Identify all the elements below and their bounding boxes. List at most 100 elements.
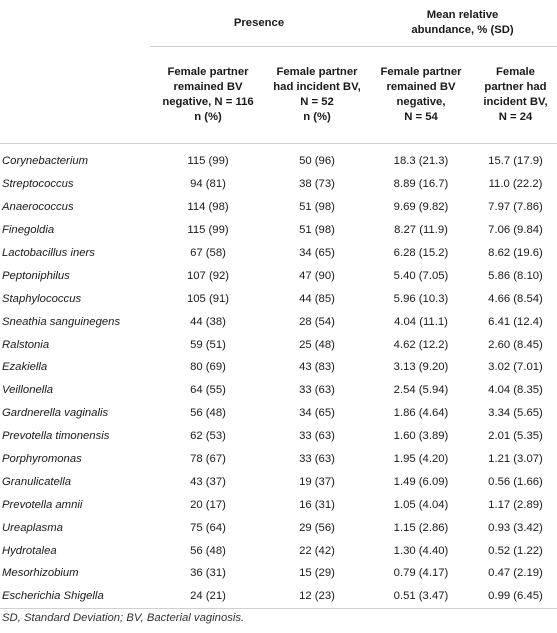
- table-row: Anaerococcus 114 (98) 51 (98) 9.69 (9.82) 7.…: [0, 196, 557, 219]
- taxon-cell: Anaerococcus: [2, 201, 74, 214]
- header-text: negative,: [396, 96, 446, 108]
- abundance-bv-cell: 2.60 (8.45): [488, 338, 543, 351]
- abundance-bv-cell: 1.21 (3.07): [488, 453, 543, 466]
- abundance-neg-cell: 1.15 (2.86): [393, 521, 449, 534]
- header-text: had incident BV,: [273, 81, 361, 93]
- table-row: Granulicatella 43 (37) 19 (37) 1.49 (6.09) 0…: [0, 470, 557, 493]
- table-row: Peptoniphilus 107 (92) 47 (90) 5.40 (7.05) 5…: [0, 264, 557, 287]
- abundance-neg-cell: 8.27 (11.9): [394, 224, 448, 237]
- presence-bv-cell: 47 (90): [299, 269, 335, 282]
- table-row: Streptococcus 94 (81) 38 (73) 8.89 (16.7) 11…: [0, 173, 557, 196]
- table-row: Prevotella timonensis 62 (53) 33 (63) 1.60 …: [0, 425, 557, 448]
- abundance-bv-cell: 0.52 (1.22): [488, 544, 543, 557]
- header-text: Female partner: [276, 66, 358, 78]
- presence-bv-cell: 34 (65): [299, 407, 335, 420]
- table-row: Gardnerella vaginalis 56 (48) 34 (65) 1.86 …: [0, 402, 557, 425]
- table-row: Staphylococcus 105 (91) 44 (85) 5.96 (10.3)…: [0, 287, 557, 310]
- header-row-groups: Presence Mean relative abundance, % (SD): [0, 0, 557, 47]
- presence-neg-cell: 115 (99): [187, 224, 229, 237]
- abundance-bv-cell: 4.04 (8.35): [488, 384, 543, 397]
- abundance-neg-cell: 1.30 (4.40): [393, 544, 449, 557]
- taxon-cell: Ureaplasma: [2, 521, 63, 534]
- header-empty-cell: [0, 0, 150, 47]
- abundance-neg-cell: 4.62 (12.2): [393, 338, 449, 351]
- abundance-neg-cell: 0.51 (3.47): [368, 584, 474, 609]
- presence-bv-cell: 43 (83): [299, 361, 335, 374]
- abundance-neg-cell: 1.95 (4.20): [393, 453, 449, 466]
- presence-bv-cell: 50 (96): [299, 155, 335, 168]
- taxon-cell: Prevotella amnii: [2, 498, 83, 511]
- presence-neg-cell: 94 (81): [190, 178, 226, 191]
- taxon-cell: Staphylococcus: [2, 292, 82, 305]
- abundance-neg-cell: 9.69 (9.82): [393, 201, 449, 214]
- table-row: Porphyromonas 78 (67) 33 (63) 1.95 (4.20) 1.…: [0, 448, 557, 471]
- table-row: Escherichia Shigella 24 (21) 12 (23) 0.51 (…: [0, 584, 557, 609]
- table-row: Finegoldia 115 (99) 51 (98) 8.27 (11.9) 7.06…: [0, 219, 557, 242]
- presence-neg-cell: 59 (51): [190, 338, 226, 351]
- abundance-bv-cell: 0.93 (3.42): [488, 521, 543, 534]
- abundance-bv-cell: 0.99 (6.45): [474, 584, 557, 609]
- presence-neg-cell: 64 (55): [190, 384, 226, 397]
- presence-bv-cell: 34 (65): [299, 247, 335, 259]
- presence-bv-cell: 44 (85): [299, 292, 335, 305]
- abundance-neg-cell: 1.60 (3.89): [393, 430, 449, 443]
- data-table: Presence Mean relative abundance, % (SD)…: [0, 0, 557, 609]
- header-presence-neg: Female partner remained BV negative, N =…: [150, 46, 266, 144]
- presence-neg-cell: 36 (31): [190, 567, 226, 580]
- presence-bv-cell: 16 (31): [299, 498, 335, 511]
- presence-bv-cell: 28 (54): [299, 315, 335, 328]
- header-text: N = 24: [498, 111, 533, 123]
- taxon-cell: Ralstonia: [2, 338, 50, 351]
- presence-neg-cell: 114 (98): [187, 201, 229, 214]
- table-row: Sneathia sanguinegens 44 (38) 28 (54) 4.04 …: [0, 310, 557, 333]
- abundance-neg-cell: 6.28 (15.2): [393, 247, 449, 259]
- taxon-cell: Finegoldia: [2, 224, 55, 237]
- abundance-bv-cell: 1.17 (2.89): [488, 498, 543, 511]
- table-row: Ureaplasma 75 (64) 29 (56) 1.15 (2.86) 0.93 …: [0, 516, 557, 539]
- header-mean-abundance: Mean relative abundance, % (SD): [368, 0, 557, 47]
- presence-bv-cell: 22 (42): [299, 544, 335, 557]
- header-text: remained BV: [386, 81, 456, 93]
- presence-neg-cell: 44 (38): [190, 315, 226, 328]
- presence-neg-cell: 20 (17): [190, 498, 226, 511]
- header-text: N = 52: [300, 96, 334, 108]
- presence-bv-cell: 19 (37): [299, 475, 335, 488]
- presence-neg-cell: 43 (37): [190, 475, 226, 488]
- header-text: Female: [496, 66, 535, 78]
- abundance-neg-cell: 5.40 (7.05): [393, 269, 449, 282]
- header-presence-bv: Female partner had incident BV, N = 52 n…: [266, 46, 368, 144]
- header-abundance-neg: Female partner remained BV negative, N =…: [368, 46, 474, 144]
- presence-bv-cell: 25 (48): [299, 338, 335, 351]
- presence-bv-cell: 33 (63): [299, 384, 335, 397]
- abundance-bv-cell: 3.34 (5.65): [488, 407, 543, 420]
- table-body: Corynebacterium 115 (99) 50 (96) 18.3 (21.3…: [0, 144, 557, 609]
- abundance-bv-cell: 2.01 (5.35): [488, 430, 543, 443]
- abundance-bv-cell: 15.7 (17.9): [488, 155, 543, 168]
- abundance-bv-cell: 3.02 (7.01): [488, 361, 543, 374]
- header-mean-line2: abundance, % (SD): [411, 24, 514, 36]
- presence-neg-cell: 115 (99): [187, 155, 229, 168]
- taxon-cell: Lactobacillus iners: [2, 247, 95, 259]
- header-text: partner had: [484, 81, 547, 93]
- taxon-cell: Granulicatella: [2, 475, 72, 488]
- header-mean-line1: Mean relative: [426, 9, 499, 21]
- taxon-cell: Hydrotalea: [2, 544, 57, 557]
- header-text: Female partner: [380, 66, 462, 78]
- header-row-columns: Female partner remained BV negative, N =…: [0, 46, 557, 144]
- table-row: Prevotella amnii 20 (17) 16 (31) 1.05 (4.04…: [0, 493, 557, 516]
- header-text: Female partner: [167, 66, 249, 78]
- table-footnote: SD, Standard Deviation; BV, Bacterial va…: [2, 612, 245, 624]
- presence-neg-cell: 56 (48): [190, 407, 226, 420]
- abundance-neg-cell: 1.49 (6.09): [393, 475, 449, 488]
- taxon-cell: Gardnerella vaginalis: [2, 407, 109, 420]
- header-abundance-bv: Female partner had incident BV, N = 24: [474, 46, 557, 144]
- table-row: Hydrotalea 56 (48) 22 (42) 1.30 (4.40) 0.52 …: [0, 539, 557, 562]
- presence-bv-cell: 51 (98): [299, 201, 335, 214]
- abundance-bv-cell: 8.62 (19.6): [488, 247, 543, 259]
- abundance-neg-cell: 2.54 (5.94): [393, 384, 449, 397]
- presence-bv-cell: 33 (63): [299, 453, 335, 466]
- header-text: n (%): [303, 111, 331, 123]
- table-row: Veillonella 64 (55) 33 (63) 2.54 (5.94) 4.04…: [0, 379, 557, 402]
- header-text: incident BV,: [483, 96, 548, 108]
- presence-bv-cell: 51 (98): [299, 224, 335, 237]
